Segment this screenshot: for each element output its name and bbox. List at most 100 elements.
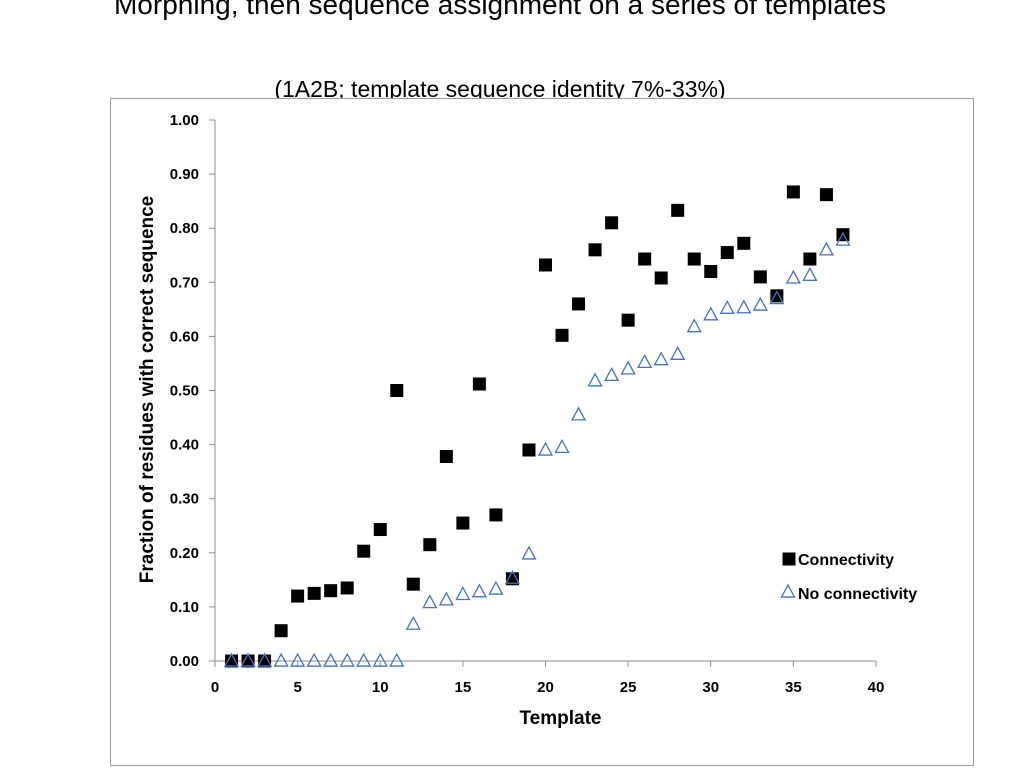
- connectivity-point: [489, 508, 503, 522]
- connectivity-point: [671, 203, 685, 217]
- connectivity-point: [605, 216, 619, 230]
- no-connectivity-point: [802, 266, 818, 281]
- no-connectivity-point: [356, 652, 372, 667]
- no-connectivity-point: [389, 652, 405, 667]
- connectivity-point: [258, 654, 272, 668]
- connectivity-point: [406, 577, 420, 591]
- y-axis-title: Fraction of residues with correct sequen…: [137, 196, 158, 584]
- no-connectivity-point: [752, 296, 768, 311]
- connectivity-point: [390, 384, 404, 397]
- no-connectivity-point: [488, 580, 504, 595]
- x-tick-label: 40: [868, 679, 885, 696]
- connectivity-point: [241, 654, 255, 668]
- legend-marker-no-connectivity: [780, 583, 796, 598]
- no-connectivity-point: [223, 652, 240, 667]
- slide-title: Morphing, then sequence assignment on a …: [113, 0, 886, 20]
- y-tick-label: 0.00: [170, 653, 199, 670]
- connectivity-point: [704, 264, 718, 278]
- connectivity-point: [522, 443, 536, 457]
- legend-label-connectivity: Connectivity: [798, 552, 894, 569]
- no-connectivity-point: [835, 231, 851, 246]
- no-connectivity-point: [818, 241, 835, 256]
- no-connectivity-point: [323, 652, 339, 667]
- x-axis-title: Template: [519, 708, 601, 729]
- connectivity-point: [687, 252, 701, 266]
- no-connectivity-point: [570, 406, 587, 421]
- no-connectivity-point: [785, 269, 801, 284]
- connectivity-point: [803, 252, 817, 266]
- no-connectivity-point: [455, 586, 471, 601]
- no-connectivity-point: [306, 652, 322, 667]
- y-tick-label: 0.60: [170, 328, 199, 345]
- connectivity-point: [836, 228, 850, 242]
- connectivity-point: [638, 252, 652, 266]
- axes: 0.00 0.10 0.20 0.30 0.40 0.50 0.60 0.70 0.80 0.90…: [137, 112, 884, 729]
- connectivity-point: [274, 624, 288, 638]
- no-connectivity-point: [256, 652, 273, 667]
- y-tick-label: 0.40: [170, 437, 199, 454]
- connectivity-point: [819, 188, 833, 202]
- connectivity-point: [654, 271, 668, 285]
- no-connectivity-point: [653, 351, 669, 366]
- no-connectivity-point: [290, 652, 306, 667]
- y-tick-label: 0.70: [170, 274, 199, 291]
- connectivity-point: [340, 581, 354, 595]
- connectivity-point: [770, 289, 784, 303]
- connectivity-point: [225, 654, 239, 668]
- x-tick-label: 30: [702, 679, 719, 696]
- no-connectivity-point: [405, 615, 421, 630]
- connectivity-point: [373, 523, 387, 537]
- no-connectivity-point: [736, 299, 752, 314]
- no-connectivity-point: [372, 652, 388, 667]
- no-connectivity-point: [504, 569, 521, 584]
- connectivity-point: [786, 185, 800, 199]
- x-tick-label: 20: [537, 679, 554, 696]
- no-connectivity-point: [273, 652, 289, 667]
- series-no-connectivity: [223, 231, 851, 667]
- no-connectivity-point: [637, 354, 653, 369]
- y-tick-label: 0.90: [170, 166, 199, 183]
- connectivity-point: [588, 243, 602, 257]
- x-tick-label: 0: [211, 679, 219, 696]
- y-tick-label: 0.10: [170, 599, 199, 616]
- legend-marker-connectivity: [782, 552, 796, 566]
- connectivity-point: [472, 377, 486, 391]
- series-connectivity: [225, 185, 850, 668]
- no-connectivity-point: [670, 345, 686, 360]
- no-connectivity-point: [438, 591, 454, 606]
- no-connectivity-point: [554, 438, 570, 453]
- no-connectivity-point: [521, 545, 537, 560]
- y-tick-label: 0.30: [170, 491, 199, 508]
- no-connectivity-point: [686, 318, 702, 333]
- legend-label-no-connectivity: No connectivity: [798, 586, 917, 603]
- x-tick-label: 35: [785, 679, 802, 696]
- no-connectivity-point: [769, 290, 785, 305]
- connectivity-point: [505, 572, 519, 586]
- y-tick-label: 0.20: [170, 545, 199, 562]
- no-connectivity-point: [719, 299, 735, 314]
- y-tick-label: 0.80: [170, 220, 199, 237]
- x-tick-label: 5: [293, 679, 301, 696]
- no-connectivity-point: [604, 367, 620, 382]
- no-connectivity-point: [471, 583, 487, 598]
- legend: Connectivity No connectivity: [780, 552, 917, 603]
- connectivity-point: [555, 328, 569, 342]
- no-connectivity-point: [422, 594, 438, 609]
- x-tick-label: 10: [372, 679, 389, 696]
- connectivity-point: [456, 516, 470, 530]
- connectivity-point: [423, 538, 437, 552]
- connectivity-point: [753, 270, 767, 284]
- connectivity-point: [324, 584, 338, 598]
- no-connectivity-point: [587, 372, 603, 387]
- x-tick-label: 25: [620, 679, 637, 696]
- connectivity-point: [737, 236, 751, 250]
- y-tick-label: 0.50: [170, 383, 199, 400]
- no-connectivity-point: [537, 441, 554, 456]
- connectivity-point: [439, 450, 453, 464]
- connectivity-point: [572, 297, 586, 311]
- connectivity-point: [307, 586, 321, 600]
- no-connectivity-point: [339, 652, 355, 667]
- no-connectivity-point: [620, 360, 636, 375]
